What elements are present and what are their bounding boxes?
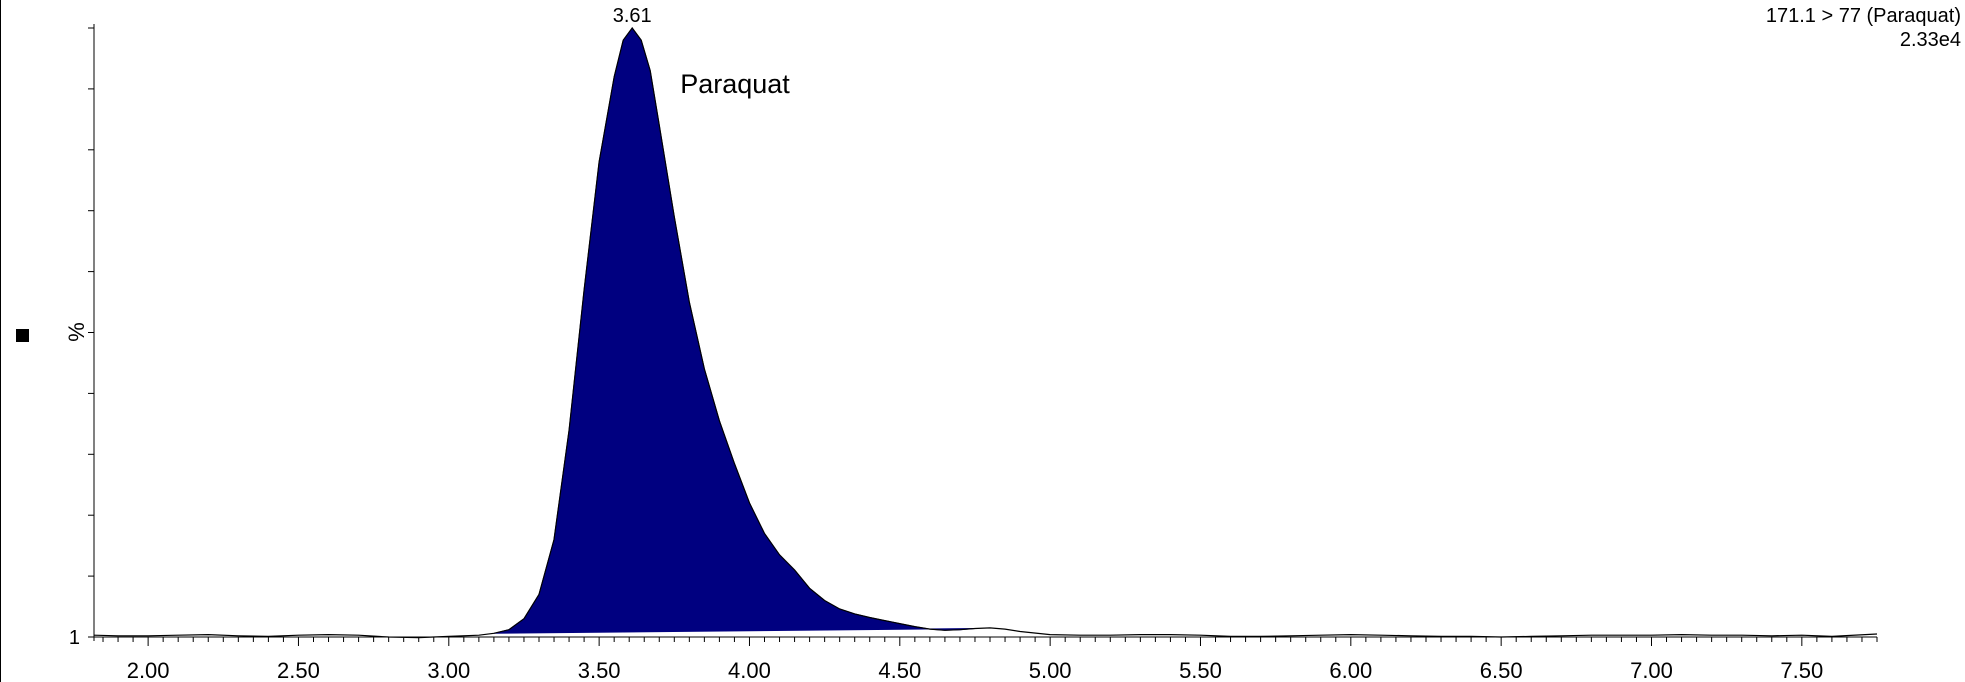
x-tick-label: 6.00 (1329, 658, 1372, 682)
trace-info: 171.1 > 77 (Paraquat) 2.33e4 (1766, 4, 1961, 52)
trace-marker-square (16, 329, 29, 342)
chromatogram-trace (93, 26, 1878, 639)
x-tick-label: 3.50 (578, 658, 621, 682)
axes (88, 24, 1878, 646)
plot-area (93, 26, 1878, 639)
y-axis-label: % (64, 322, 89, 342)
chart-labels: 2.00 2.50 3.00 3.50 4.00 4.50 5.00 5.50 6.00 6.50… (64, 5, 1823, 682)
x-tick-label: 7.00 (1630, 658, 1673, 682)
frame-left-border (0, 0, 1, 682)
x-tick-label: 5.00 (1029, 658, 1072, 682)
trace-intensity: 2.33e4 (1899, 29, 1961, 51)
y-min-label: 1 (69, 627, 80, 649)
trace-title: 171.1 > 77 (Paraquat) (1765, 5, 1961, 27)
x-tick-label: 5.50 (1179, 658, 1222, 682)
peak-name-label: Paraquat (680, 69, 790, 99)
x-tick-label: 3.00 (427, 658, 470, 682)
x-tick-label: 7.50 (1780, 658, 1823, 682)
x-tick-label: 2.50 (277, 658, 320, 682)
x-tick-label: 4.00 (728, 658, 771, 682)
x-tick-label: 4.50 (878, 658, 921, 682)
peak-retention-time-label: 3.61 (613, 5, 652, 27)
peak-area-fill (493, 27, 976, 634)
x-tick-label: 2.00 (127, 658, 170, 682)
x-tick-label: 6.50 (1480, 658, 1523, 682)
